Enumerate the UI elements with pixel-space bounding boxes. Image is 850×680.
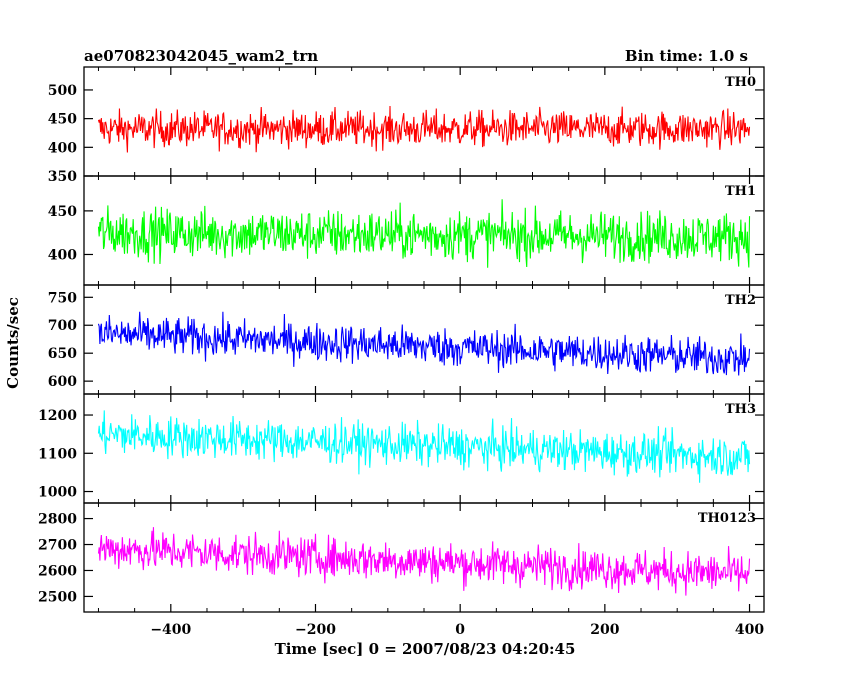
y-tick-label: 750: [48, 290, 77, 306]
panel-frame: [83, 393, 765, 504]
x-tick-label: −200: [295, 622, 336, 638]
y-tick-label: 500: [48, 83, 77, 99]
panel-th0: 350 400 450 500 TH0: [48, 66, 765, 185]
panel-th1: 400 450 TH1: [48, 175, 765, 286]
x-tick-label: 200: [590, 622, 619, 638]
series-line-th3: [97, 410, 751, 483]
y-tick-label: 2600: [38, 563, 77, 579]
series-line-th0: [97, 105, 751, 153]
y-tick-label: 450: [48, 204, 77, 220]
panel-th2: 600 650 700 750 TH2: [48, 284, 765, 395]
series-label: TH0: [725, 75, 756, 90]
series-label: TH1: [725, 184, 756, 199]
y-tick-label: 1000: [38, 485, 77, 501]
y-tick-label: 1200: [38, 408, 77, 424]
y-tick-label: 2800: [38, 512, 77, 528]
x-tick-label: 400: [735, 622, 764, 638]
series-line-th1: [97, 199, 751, 268]
y-tick-label: 400: [48, 140, 77, 156]
x-tick-label: 0: [455, 622, 465, 638]
series-label: TH3: [725, 402, 756, 417]
y-tick-label: 650: [48, 346, 77, 362]
panels-group: 350 400 450 500 TH0 400 450 TH1 600 650 700 750 TH2 1…: [38, 66, 765, 613]
bin-time-label: Bin time: 1.0 s: [625, 47, 748, 65]
y-tick-label: 700: [48, 318, 77, 334]
series-line-th2: [97, 311, 751, 376]
y-tick-label: 1100: [38, 446, 77, 462]
y-tick-label: 450: [48, 112, 77, 128]
series-label: TH2: [725, 293, 756, 308]
series-label: TH0123: [698, 511, 756, 526]
y-axis-label: Counts/sec: [4, 297, 22, 389]
panel-th3: 1000 1100 1200 TH3: [38, 393, 765, 504]
y-tick-label: 2700: [38, 538, 77, 554]
x-axis: −400 −200 0 200 400: [150, 622, 764, 638]
y-tick-label: 600: [48, 374, 77, 390]
panel-th0123: 2500 2600 2700 2800 TH0123: [38, 502, 765, 613]
x-axis-label: Time [sec] 0 = 2007/08/23 04:20:45: [275, 640, 576, 658]
y-tick-label: 2500: [38, 589, 77, 605]
series-line-th0123: [97, 527, 751, 596]
chart-title: ae070823042045_wam2_trn: [84, 47, 318, 65]
x-tick-label: −400: [150, 622, 191, 638]
y-tick-label: 400: [48, 247, 77, 263]
y-tick-label: 350: [48, 169, 77, 185]
